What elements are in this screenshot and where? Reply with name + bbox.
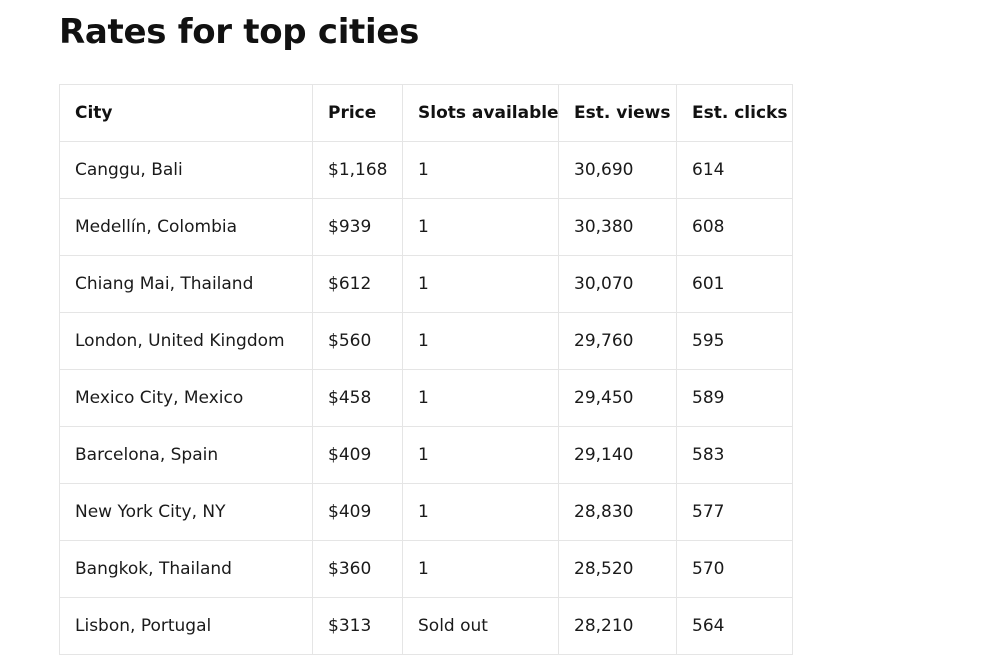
header-price: Price <box>312 84 403 142</box>
cell-clicks: 608 <box>676 198 793 256</box>
cell-slots: 1 <box>402 141 559 199</box>
table-row: Mexico City, Mexico $458 1 29,450 589 <box>59 369 793 427</box>
cell-views: 29,450 <box>558 369 677 427</box>
cell-slots: 1 <box>402 312 559 370</box>
cell-clicks: 564 <box>676 597 793 655</box>
cell-views: 28,830 <box>558 483 677 541</box>
cell-city: Bangkok, Thailand <box>59 540 313 598</box>
cell-clicks: 614 <box>676 141 793 199</box>
cell-clicks: 595 <box>676 312 793 370</box>
cell-clicks: 583 <box>676 426 793 484</box>
table-row: New York City, NY $409 1 28,830 577 <box>59 483 793 541</box>
cell-slots: Sold out <box>402 597 559 655</box>
rates-table: City Price Slots available Est. views Es… <box>59 84 793 655</box>
cell-views: 30,070 <box>558 255 677 313</box>
header-slots-available: Slots available <box>402 84 559 142</box>
cell-price: $409 <box>312 483 403 541</box>
table-row: Medellín, Colombia $939 1 30,380 608 <box>59 198 793 256</box>
cell-clicks: 589 <box>676 369 793 427</box>
table-row: Chiang Mai, Thailand $612 1 30,070 601 <box>59 255 793 313</box>
cell-price: $409 <box>312 426 403 484</box>
table-row: Barcelona, Spain $409 1 29,140 583 <box>59 426 793 484</box>
table-row: Lisbon, Portugal $313 Sold out 28,210 56… <box>59 597 793 655</box>
cell-price: $612 <box>312 255 403 313</box>
cell-city: Mexico City, Mexico <box>59 369 313 427</box>
cell-price: $313 <box>312 597 403 655</box>
cell-slots: 1 <box>402 198 559 256</box>
page-title: Rates for top cities <box>59 12 420 52</box>
header-est-clicks: Est. clicks <box>676 84 793 142</box>
cell-slots: 1 <box>402 483 559 541</box>
cell-city: London, United Kingdom <box>59 312 313 370</box>
cell-slots: 1 <box>402 540 559 598</box>
cell-slots: 1 <box>402 369 559 427</box>
cell-price: $360 <box>312 540 403 598</box>
table-header-row: City Price Slots available Est. views Es… <box>59 84 793 142</box>
cell-city: Lisbon, Portugal <box>59 597 313 655</box>
header-est-views: Est. views <box>558 84 677 142</box>
cell-clicks: 601 <box>676 255 793 313</box>
cell-city: Barcelona, Spain <box>59 426 313 484</box>
cell-slots: 1 <box>402 255 559 313</box>
cell-views: 30,690 <box>558 141 677 199</box>
cell-slots: 1 <box>402 426 559 484</box>
cell-views: 29,760 <box>558 312 677 370</box>
cell-views: 29,140 <box>558 426 677 484</box>
table-row: London, United Kingdom $560 1 29,760 595 <box>59 312 793 370</box>
cell-views: 30,380 <box>558 198 677 256</box>
header-city: City <box>59 84 313 142</box>
cell-city: New York City, NY <box>59 483 313 541</box>
table-row: Bangkok, Thailand $360 1 28,520 570 <box>59 540 793 598</box>
cell-price: $939 <box>312 198 403 256</box>
table-row: Canggu, Bali $1,168 1 30,690 614 <box>59 141 793 199</box>
cell-views: 28,520 <box>558 540 677 598</box>
cell-clicks: 577 <box>676 483 793 541</box>
cell-clicks: 570 <box>676 540 793 598</box>
cell-city: Canggu, Bali <box>59 141 313 199</box>
cell-views: 28,210 <box>558 597 677 655</box>
cell-price: $458 <box>312 369 403 427</box>
cell-city: Medellín, Colombia <box>59 198 313 256</box>
cell-city: Chiang Mai, Thailand <box>59 255 313 313</box>
cell-price: $1,168 <box>312 141 403 199</box>
cell-price: $560 <box>312 312 403 370</box>
